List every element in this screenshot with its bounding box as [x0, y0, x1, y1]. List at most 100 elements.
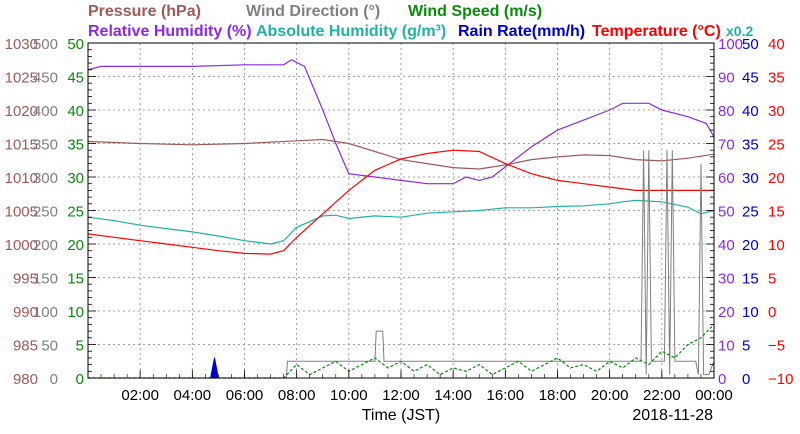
x-axis-label: Time (JST) — [362, 407, 441, 424]
y-tick-label-relative_humidity: 40 — [718, 237, 735, 254]
y-tick-label-relative_humidity: 30 — [718, 271, 735, 288]
y-tick-label-wind_direction: 50 — [41, 338, 58, 355]
legend-item: Pressure (hPa) — [88, 3, 201, 20]
y-tick-label-pressure: 990 — [13, 304, 38, 321]
grid-layer — [88, 43, 715, 378]
y-tick-label-relative_humidity: 70 — [718, 137, 735, 154]
y-tick-label-temperature: 5 — [768, 271, 776, 288]
legend-item: Absolute Humidity (g/m³) — [256, 23, 446, 40]
y-tick-label-rain_rate: 35 — [742, 137, 759, 154]
y-tick-label-wind_direction: 400 — [33, 103, 58, 120]
legend-item: x0.2 — [726, 23, 753, 39]
x-tick-label: 06:00 — [226, 387, 264, 404]
y-tick-label-pressure: 1015 — [5, 137, 38, 154]
y-tick-label-wind_speed: 50 — [67, 36, 84, 53]
y-tick-label-rain_rate: 15 — [742, 271, 759, 288]
y-tick-label-rain_rate: 10 — [742, 304, 759, 321]
y-tick-label-relative_humidity: 90 — [718, 70, 735, 87]
x-tick-label: 22:00 — [643, 387, 681, 404]
y-tick-label-pressure: 1010 — [5, 170, 38, 187]
x-tick-label: 14:00 — [434, 387, 472, 404]
x-tick-label: 08:00 — [278, 387, 316, 404]
x-tick-label: 04:00 — [174, 387, 212, 404]
y-tick-label-rain_rate: 5 — [742, 338, 750, 355]
y-tick-label-rain_rate: 50 — [742, 36, 759, 53]
y-tick-label-rain_rate: 45 — [742, 70, 759, 87]
y-tick-label-temperature: 0 — [768, 304, 776, 321]
labels-layer: Time (JST) 2018-11-28 — [362, 407, 713, 424]
y-tick-label-pressure: 1000 — [5, 237, 38, 254]
y-tick-label-relative_humidity: 50 — [718, 204, 735, 221]
legend-layer: Pressure (hPa) Wind Direction (°) Wind Spe… — [88, 3, 753, 40]
x-tick-label: 00:00 — [695, 387, 733, 404]
y-tick-label-wind_direction: 500 — [33, 36, 58, 53]
legend-item: Wind Direction (°) — [246, 3, 380, 20]
series-pressure — [87, 138, 715, 170]
y-tick-label-pressure: 995 — [13, 271, 38, 288]
y-tick-label-wind_direction: 100 — [33, 304, 58, 321]
y-tick-label-wind_speed: 15 — [67, 271, 84, 288]
y-tick-label-relative_humidity: 0 — [718, 371, 726, 388]
x-tick-label: 18:00 — [539, 387, 577, 404]
y-tick-label-pressure: 1030 — [5, 36, 38, 53]
y-tick-label-rain_rate: 40 — [742, 103, 759, 120]
series-layer — [87, 59, 715, 379]
series-wdir — [88, 150, 715, 379]
y-tick-label-relative_humidity: 80 — [718, 103, 735, 120]
ticks-layer: 1030102510201015101010051000995990985980… — [5, 36, 794, 404]
y-tick-label-rain_rate: 0 — [742, 371, 750, 388]
y-tick-label-temperature: 10 — [768, 237, 785, 254]
y-tick-label-pressure: 980 — [13, 371, 38, 388]
legend-item: Temperature (°C) — [592, 23, 721, 40]
y-tick-label-relative_humidity: 10 — [718, 338, 735, 355]
x-tick-label: 02:00 — [121, 387, 159, 404]
y-tick-label-wind_speed: 45 — [67, 70, 84, 87]
y-tick-label-wind_speed: 5 — [76, 338, 84, 355]
y-tick-label-relative_humidity: 100 — [718, 36, 743, 53]
y-tick-label-wind_speed: 10 — [67, 304, 84, 321]
y-tick-label-pressure: 1020 — [5, 103, 38, 120]
y-tick-label-wind_speed: 30 — [67, 170, 84, 187]
y-tick-label-wind_direction: 300 — [33, 170, 58, 187]
y-tick-label-wind_speed: 35 — [67, 137, 84, 154]
y-tick-label-wind_direction: 350 — [33, 137, 58, 154]
x-tick-label: 10:00 — [330, 387, 368, 404]
y-tick-label-temperature: 30 — [768, 103, 785, 120]
y-tick-label-temperature: 35 — [768, 70, 785, 87]
x-tick-label: 20:00 — [591, 387, 629, 404]
y-tick-label-rain_rate: 20 — [742, 237, 759, 254]
x-tick-label: 12:00 — [382, 387, 420, 404]
y-tick-label-wind_speed: 0 — [76, 371, 84, 388]
series-ah — [87, 199, 715, 245]
y-tick-label-temperature: 15 — [768, 204, 785, 221]
y-tick-label-wind_speed: 40 — [67, 103, 84, 120]
legend-item: Relative Humidity (%) — [88, 23, 252, 40]
y-tick-label-temperature: 40 — [768, 36, 785, 53]
y-tick-label-wind_speed: 25 — [67, 204, 84, 221]
y-tick-label-relative_humidity: 60 — [718, 170, 735, 187]
series-rh — [87, 59, 715, 185]
series-wspd — [88, 323, 715, 379]
y-tick-label-pressure: 1025 — [5, 70, 38, 87]
y-tick-label-relative_humidity: 20 — [718, 304, 735, 321]
y-tick-label-wind_direction: 450 — [33, 70, 58, 87]
legend-item: Wind Speed (m/s) — [408, 3, 542, 20]
x-tick-label: 16:00 — [487, 387, 525, 404]
y-tick-label-wind_direction: 200 — [33, 237, 58, 254]
y-tick-label-pressure: 985 — [13, 338, 38, 355]
series-temp — [87, 149, 714, 255]
y-tick-label-temperature: 20 — [768, 170, 785, 187]
y-tick-label-wind_direction: 0 — [50, 371, 58, 388]
y-tick-label-temperature: 25 — [768, 137, 785, 154]
y-tick-label-rain_rate: 25 — [742, 204, 759, 221]
y-tick-label-wind_direction: 250 — [33, 204, 58, 221]
y-tick-label-temperature: −10 — [768, 371, 793, 388]
date-label: 2018-11-28 — [632, 407, 713, 424]
legend-item: Rain Rate(mm/h) — [458, 23, 585, 40]
y-tick-label-wind_speed: 20 — [67, 237, 84, 254]
y-tick-label-rain_rate: 30 — [742, 170, 759, 187]
y-tick-label-temperature: −5 — [768, 338, 785, 355]
series-rain-rate — [209, 357, 220, 379]
y-tick-label-pressure: 1005 — [5, 204, 38, 221]
